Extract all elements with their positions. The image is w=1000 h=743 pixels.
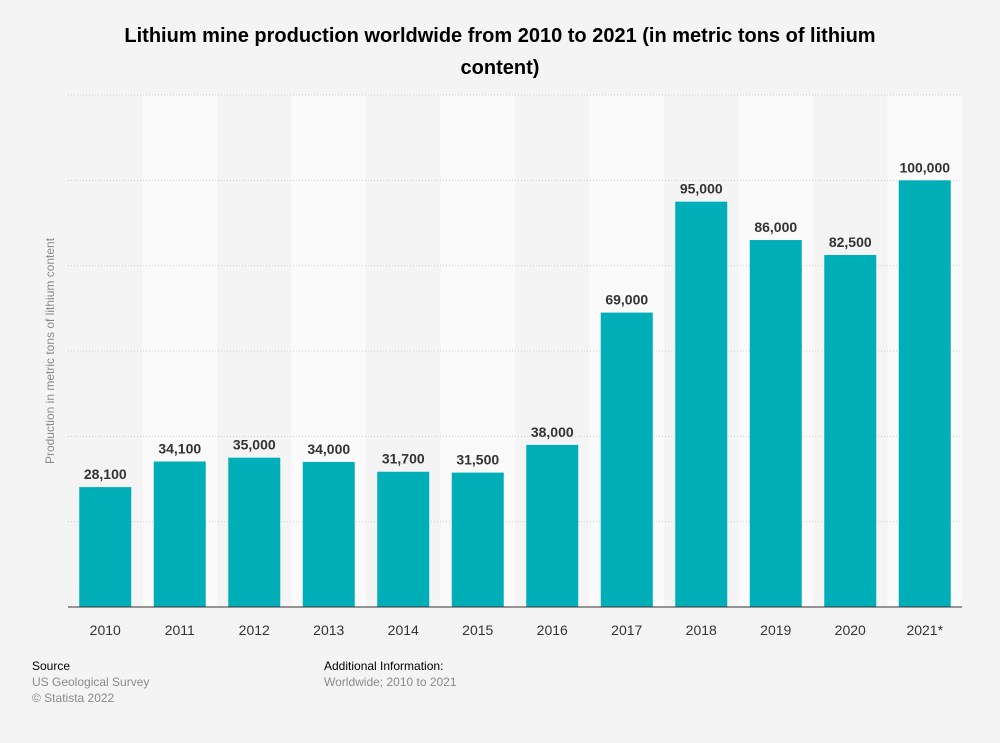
data-labels: 28,100 34,100 35,000 34,000 31,700 31,500 38,0… [84, 159, 950, 482]
source-block: Source US Geological Survey © Statista 2… [32, 658, 149, 706]
data-label: 100,000 [899, 159, 950, 175]
x-tick-label: 2010 [90, 622, 121, 638]
x-tick-label: 2021* [906, 622, 943, 638]
bar-2014[interactable] [377, 471, 430, 607]
data-label: 95,000 [680, 181, 723, 197]
x-tick-label: 2016 [537, 622, 568, 638]
bar-2021[interactable] [898, 180, 951, 608]
data-label: 82,500 [829, 234, 872, 250]
bars [79, 180, 951, 608]
additional-info-block: Additional Information: Worldwide; 2010 … [324, 658, 457, 690]
gridlines [68, 94, 962, 523]
x-tick-label: 2018 [686, 622, 717, 638]
additional-info-heading: Additional Information: [324, 659, 444, 673]
additional-info-text: Worldwide; 2010 to 2021 [324, 675, 457, 689]
x-axis-ticks: 2010 2011 2012 2013 2014 2015 2016 2017 2018 2019… [90, 622, 944, 638]
x-tick-label: 2014 [388, 622, 419, 638]
bar-2016[interactable] [526, 444, 579, 607]
bar-2019[interactable] [749, 240, 802, 608]
x-tick-label: 2020 [835, 622, 866, 638]
data-label: 38,000 [531, 424, 574, 440]
data-label: 34,100 [158, 441, 201, 457]
x-tick-label: 2015 [462, 622, 493, 638]
bar-2011[interactable] [153, 461, 206, 607]
data-label: 86,000 [754, 219, 797, 235]
x-tick-label: 2013 [313, 622, 344, 638]
x-tick-label: 2011 [165, 622, 195, 638]
bar-2013[interactable] [302, 461, 355, 607]
bar-2017[interactable] [600, 312, 653, 607]
bar-2012[interactable] [228, 457, 281, 607]
data-label: 69,000 [605, 292, 648, 308]
data-label: 35,000 [233, 437, 276, 453]
chart-title: Lithium mine production worldwide from 2… [124, 25, 876, 79]
source-text: US Geological Survey [32, 675, 150, 689]
x-tick-label: 2012 [239, 622, 270, 638]
x-tick-label: 2017 [611, 622, 642, 638]
bar-2010[interactable] [79, 487, 132, 607]
data-label: 34,000 [307, 441, 350, 457]
bar-2015[interactable] [451, 472, 504, 607]
data-label: 31,500 [456, 452, 499, 468]
x-tick-label: 2019 [760, 622, 791, 638]
bar-2018[interactable] [675, 201, 728, 607]
source-heading: Source [32, 659, 71, 673]
data-label: 31,700 [382, 451, 425, 467]
y-axis-label: Production in metric tons of lithium con… [43, 237, 57, 464]
copyright-text: © Statista 2022 [32, 691, 115, 705]
data-label: 28,100 [84, 466, 127, 482]
bar-2020[interactable] [824, 255, 877, 607]
